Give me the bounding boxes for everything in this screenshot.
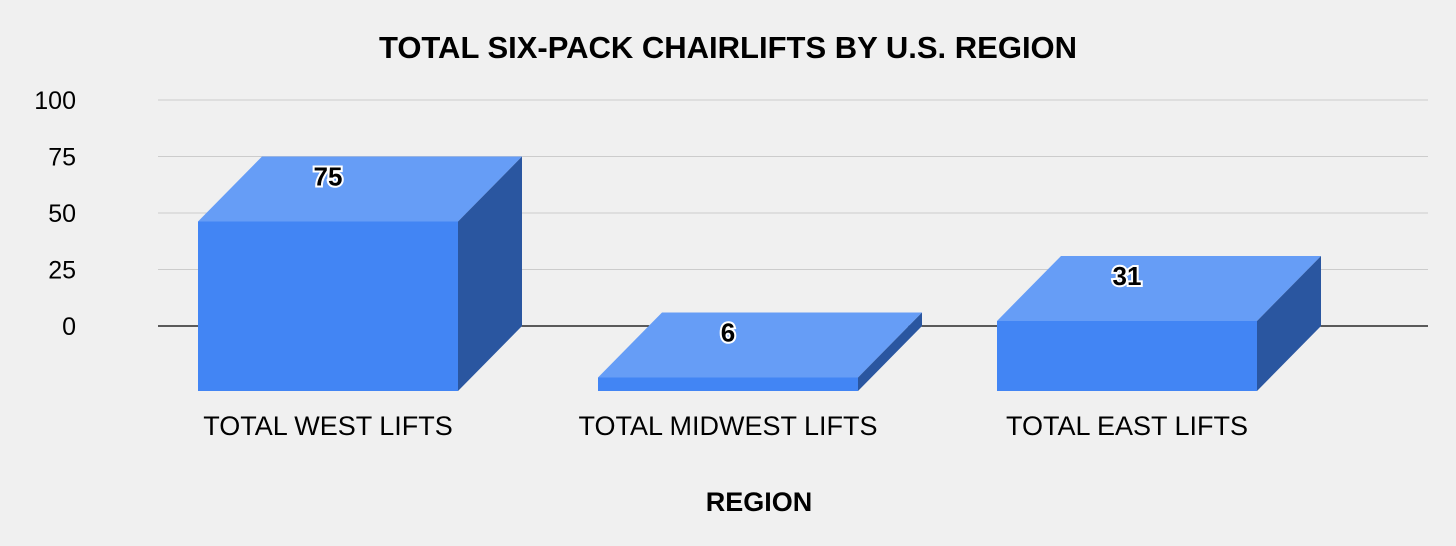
y-tick-label: 50: [48, 200, 76, 228]
bar-top-face: [598, 312, 922, 378]
bar-front-face: [997, 320, 1257, 391]
bar-top-face: [997, 255, 1321, 321]
bar-front-face: [198, 221, 458, 391]
y-axis-ticks: 0 25 50 75 100: [34, 87, 76, 341]
x-axis-ticks: TOTAL WEST LIFTS TOTAL MIDWEST LIFTS TOTAL…: [203, 411, 1248, 441]
data-label: 75: [314, 162, 343, 192]
y-tick-label: 0: [62, 313, 76, 341]
bar-side-face: [1257, 255, 1321, 391]
x-tick-label: TOTAL EAST LIFTS: [1006, 411, 1248, 441]
y-tick-label: 75: [48, 144, 76, 172]
x-axis-label: REGION: [706, 487, 813, 517]
y-tick-label: 25: [48, 257, 76, 285]
bar: [598, 312, 922, 391]
data-label: 6: [721, 317, 735, 347]
bar-top-face: [198, 156, 522, 222]
bar: [198, 156, 522, 391]
chart-title: TOTAL SIX-PACK CHAIRLIFTS BY U.S. REGION: [379, 30, 1077, 65]
x-tick-label: TOTAL MIDWEST LIFTS: [578, 411, 877, 441]
bar: [997, 255, 1321, 391]
bar-front-face: [598, 377, 858, 391]
bar-side-face: [458, 156, 522, 391]
data-label: 31: [1113, 261, 1142, 291]
y-tick-label: 100: [34, 87, 76, 115]
bar-layer: 75 6 31: [198, 156, 1321, 391]
x-tick-label: TOTAL WEST LIFTS: [203, 411, 453, 441]
bar-side-face: [858, 312, 922, 391]
